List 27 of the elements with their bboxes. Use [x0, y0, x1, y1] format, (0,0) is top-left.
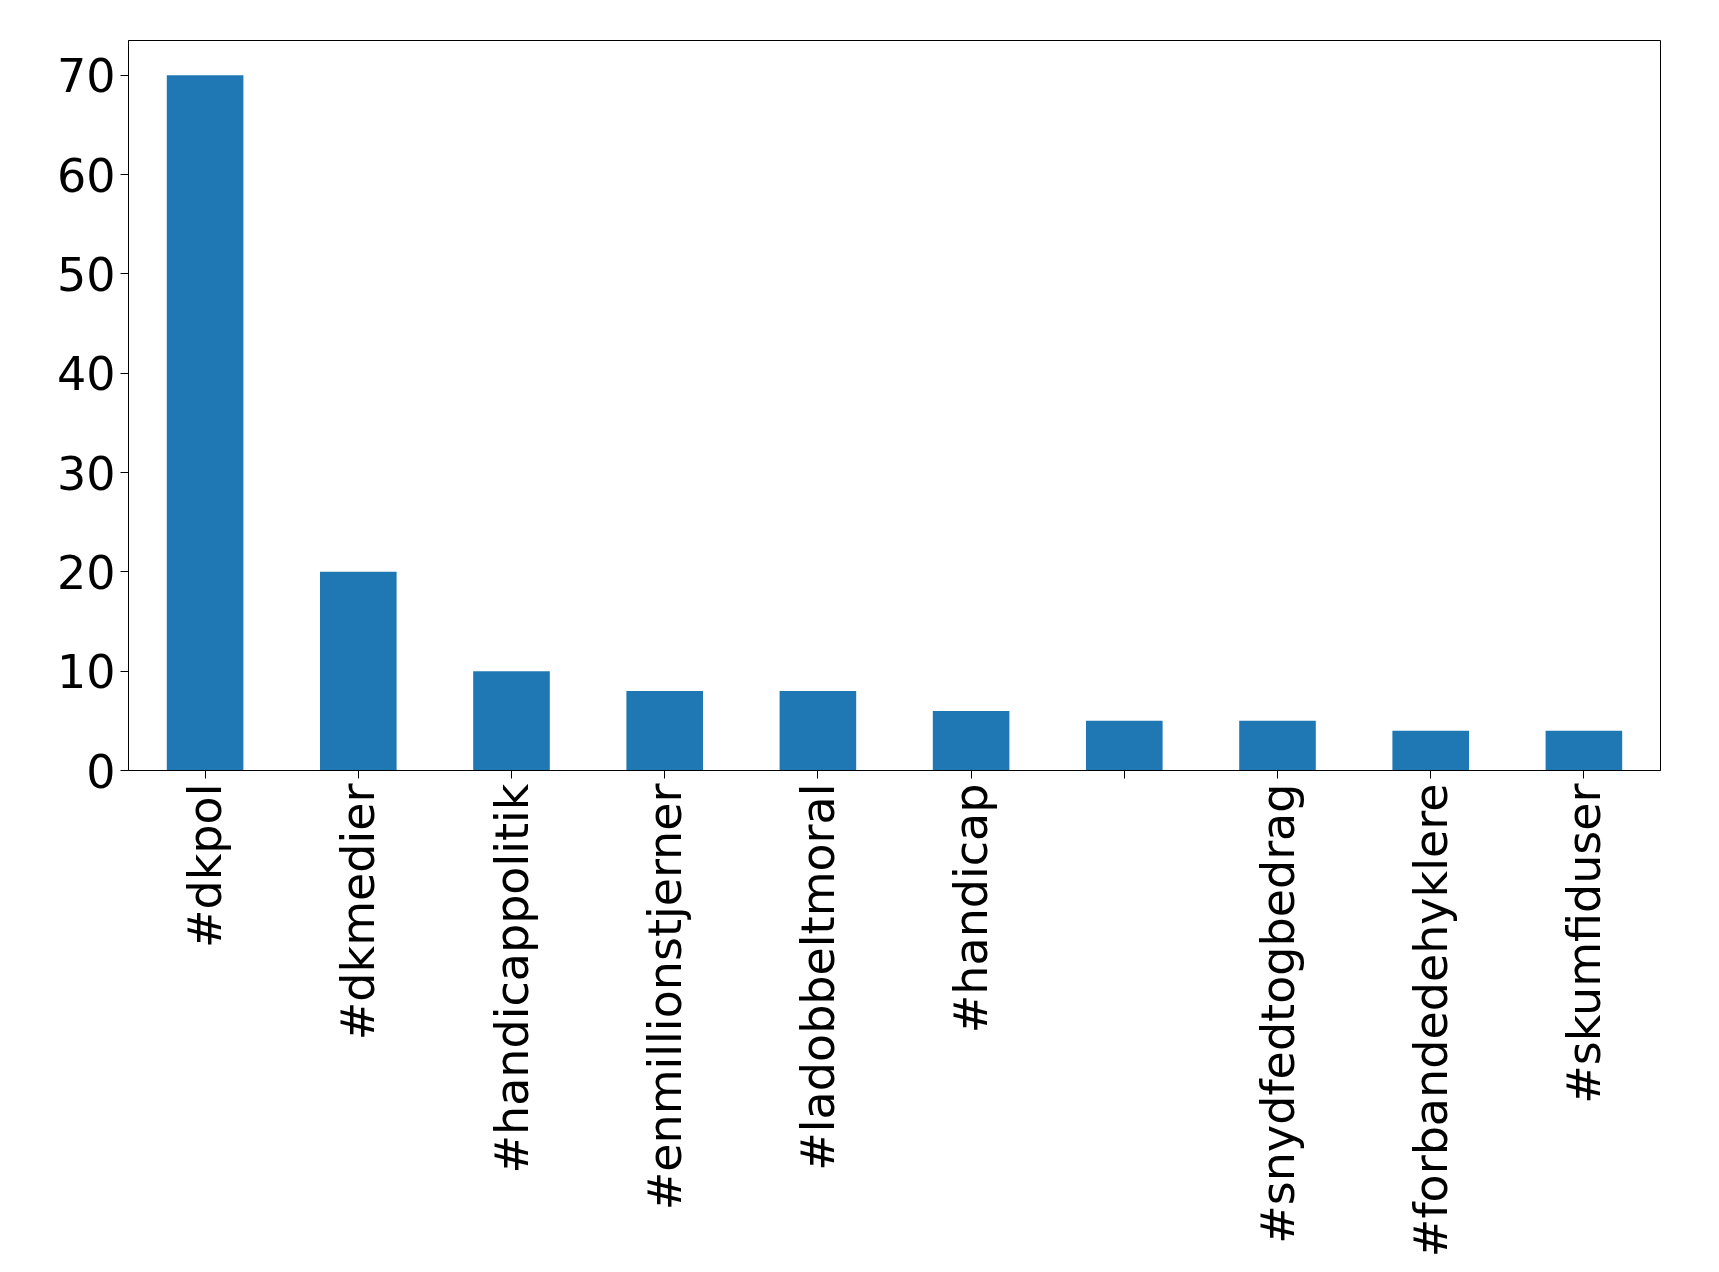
y-tick-label: 0: [86, 744, 116, 799]
y-tick-label: 10: [56, 645, 116, 700]
bar: [626, 691, 703, 771]
x-tick-label: #handicappolitik: [484, 783, 539, 1174]
bar: [166, 75, 244, 771]
y-tick-label: 60: [56, 148, 116, 203]
bar: [1392, 730, 1469, 771]
x-tick-label: #dkpol: [178, 783, 233, 948]
y-tick-label: 70: [56, 49, 116, 104]
bar: [932, 710, 1010, 771]
x-tick-label: #snydfedtogbedrag: [1250, 783, 1305, 1244]
y-tick-label: 40: [56, 347, 116, 402]
y-tick-label: 20: [56, 545, 116, 600]
bar: [473, 671, 550, 771]
x-tick-label: #ladobbeltmoral: [790, 783, 845, 1171]
y-tick-label: 30: [56, 446, 116, 501]
bar: [779, 691, 857, 771]
bar: [1545, 730, 1623, 771]
x-tick-label: #dkmedier: [331, 783, 386, 1041]
bar: [1239, 720, 1316, 771]
x-tick-label: #forbandedehyklere: [1403, 783, 1458, 1258]
x-tick-label: #skumfiduser: [1556, 783, 1611, 1104]
bar: [1086, 720, 1163, 771]
x-tick-label: #enmillionstjerner: [637, 783, 692, 1211]
x-tick-label: #handicap: [944, 783, 999, 1034]
y-tick-label: 50: [56, 247, 116, 302]
bar: [320, 571, 397, 771]
